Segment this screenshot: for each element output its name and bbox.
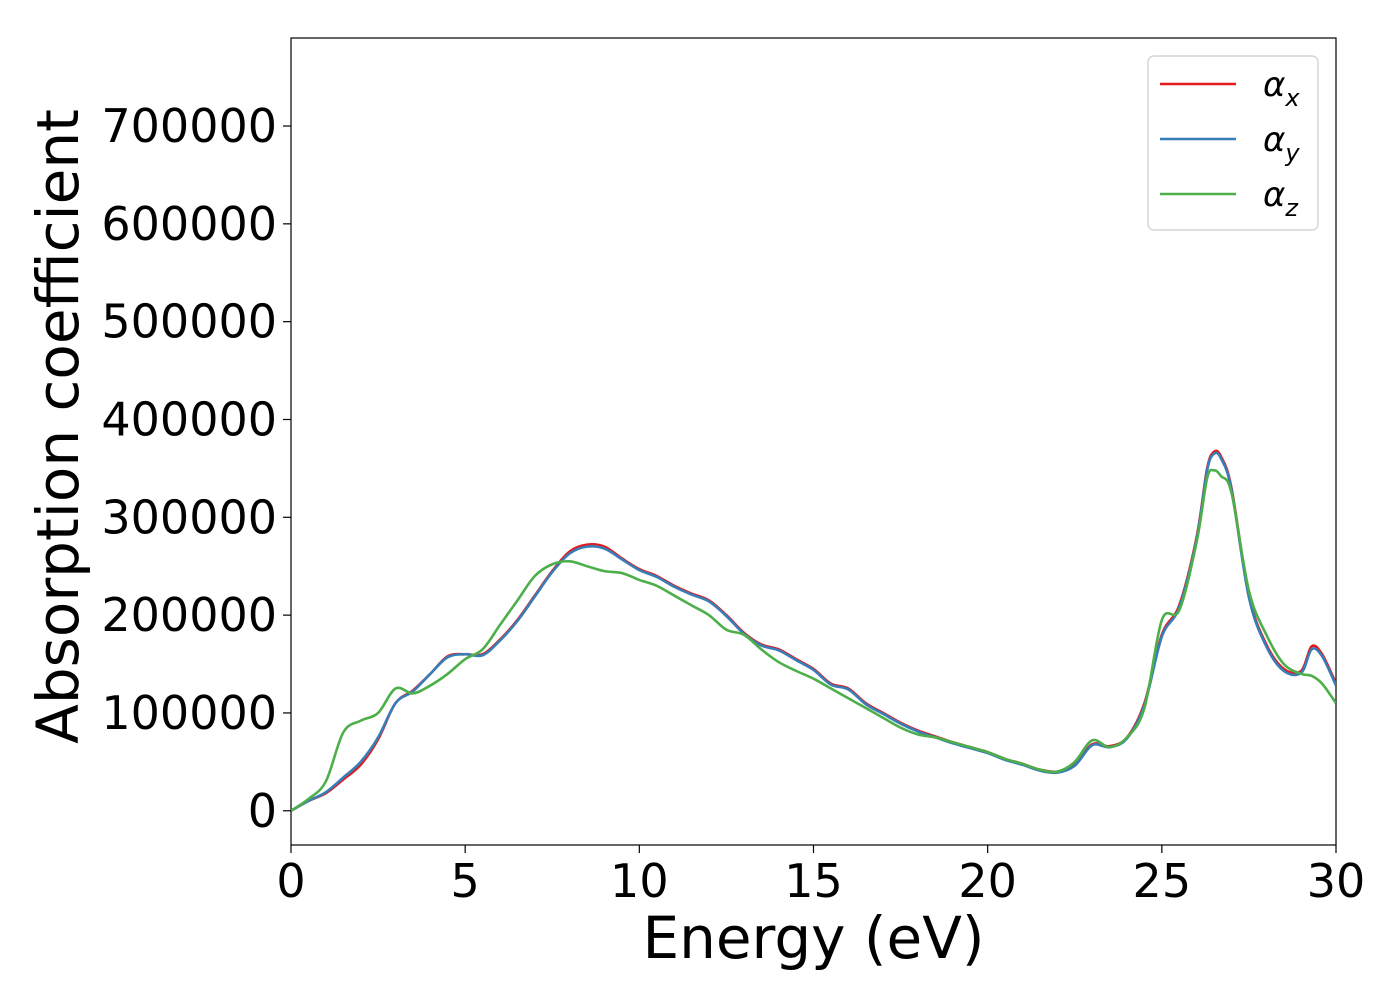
legend-label-symbol: α [1263,175,1285,215]
y-tick-label: 200000 [101,588,277,642]
legend-label-subscript: x [1284,84,1300,112]
x-tick-label: 0 [276,854,305,908]
legend-label-subscript: z [1284,194,1299,222]
series-layer [291,449,1336,812]
y-tick-label: 400000 [101,392,277,446]
y-tick-label: 600000 [101,197,277,251]
legend-label-alpha-y: αy [1263,120,1300,167]
x-tick-label: 25 [1133,854,1192,908]
y-tick-label: 500000 [101,295,277,349]
legend-box [1147,55,1319,231]
legend-label-subscript: y [1284,139,1300,167]
x-tick-label: 30 [1307,854,1366,908]
legend-label-symbol: α [1263,65,1285,105]
series-line-alpha-z [291,468,1336,812]
x-tick-label: 15 [784,854,843,908]
x-tick-label: 5 [451,854,480,908]
y-tick-label: 0 [248,784,277,838]
legend-label-symbol: α [1263,120,1285,160]
y-tick-label: 300000 [101,490,277,544]
y-tick-label: 100000 [101,686,277,740]
x-tick-label: 20 [958,854,1017,908]
legend-label-alpha-x: αx [1263,65,1300,112]
x-axis-ticks: 0 5 10 15 20 25 30 [276,845,1365,908]
y-axis-label: Absorption coefficient [24,109,92,744]
legend-label-alpha-z: αz [1263,175,1299,222]
x-axis-label: Energy (eV) [642,904,984,972]
y-tick-label: 700000 [101,99,277,153]
x-tick-label: 10 [610,854,669,908]
y-axis-ticks: 0 100000 200000 300000 400000 500000 600000 700… [101,99,291,838]
